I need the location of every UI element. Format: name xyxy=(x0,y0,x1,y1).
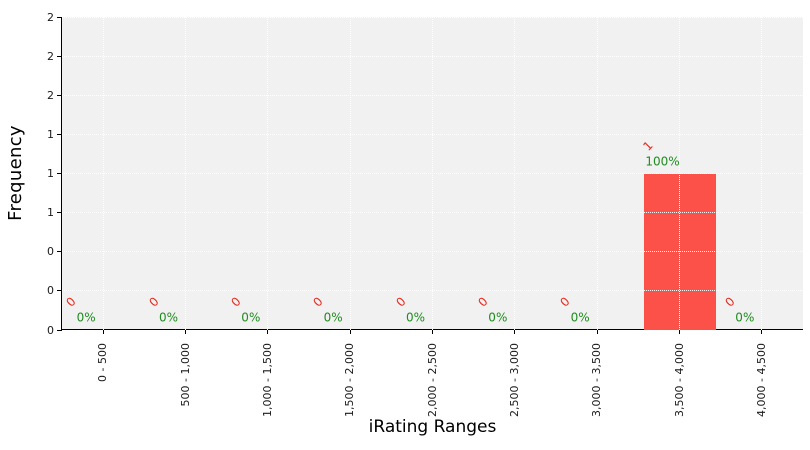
x-tick-label: 0 - 500 xyxy=(96,343,110,382)
gridline-vertical xyxy=(349,17,351,330)
bar-percent-label: 0% xyxy=(241,310,261,325)
x-tickmark xyxy=(514,330,516,334)
gridline-vertical xyxy=(679,17,680,330)
gridline-vertical xyxy=(267,17,269,330)
y-tick-label: 2 xyxy=(47,10,54,24)
y-tick-label: 1 xyxy=(47,167,54,180)
x-tickmark xyxy=(432,330,433,334)
bar-percent-label: 0% xyxy=(158,310,179,325)
x-tick-label: 1,500 - 2,000 xyxy=(343,343,357,417)
bar-percent-label: 0% xyxy=(488,310,508,325)
y-tickmark xyxy=(57,173,61,174)
y-tick-label: 0 xyxy=(47,323,54,337)
y-tickmark xyxy=(57,329,61,331)
y-tick-label: 0 xyxy=(47,245,54,259)
x-tickmark xyxy=(596,330,598,334)
x-tick-label: 3,500 - 4,000 xyxy=(672,343,686,417)
y-tickmark xyxy=(57,16,61,18)
plot-area xyxy=(62,16,803,330)
x-tickmark xyxy=(349,330,351,334)
bar-percent-label: 0% xyxy=(323,310,343,325)
x-tickmark xyxy=(185,330,186,334)
x-tickmark xyxy=(102,330,104,334)
x-tick-label: 2,000 - 2,500 xyxy=(425,343,439,417)
y-tickmark xyxy=(57,212,61,214)
x-tickmark xyxy=(679,330,680,334)
gridline-vertical xyxy=(514,17,516,330)
x-tick-label: 1,000 - 1,500 xyxy=(260,343,274,417)
bar-percent-label: 0% xyxy=(76,310,96,325)
x-tick-label: 2,500 - 3,000 xyxy=(507,343,521,417)
x-tickmark xyxy=(761,330,763,334)
x-tick-label: 4,000 - 4,500 xyxy=(754,343,768,417)
y-axis-spine xyxy=(61,17,62,331)
y-tick-label: 2 xyxy=(47,88,54,102)
y-tick-label: 1 xyxy=(47,127,54,141)
bar-percent-label: 0% xyxy=(570,310,590,325)
gridline-vertical xyxy=(185,17,186,330)
x-axis-label: iRating Ranges xyxy=(368,417,497,437)
y-tickmark xyxy=(57,94,61,96)
bar-percent-label: 0% xyxy=(735,310,755,325)
y-tickmark xyxy=(57,55,61,57)
x-tick-label: 3,000 - 3,500 xyxy=(590,343,604,417)
gridline-vertical xyxy=(596,17,598,330)
y-tickmark xyxy=(57,133,61,135)
gridline-vertical xyxy=(432,17,433,330)
y-tick-label: 0 xyxy=(47,284,54,298)
x-tick-label: 500 - 1,000 xyxy=(178,343,192,407)
y-tickmark xyxy=(57,251,61,253)
bar-percent-label: 100% xyxy=(645,154,680,168)
y-tick-label: 1 xyxy=(47,206,54,220)
y-tick-label: 2 xyxy=(47,49,54,63)
y-tickmark xyxy=(57,290,61,292)
gridline-vertical xyxy=(761,17,763,330)
bar-percent-label: 0% xyxy=(405,310,426,325)
x-tickmark xyxy=(267,330,269,334)
gridline-vertical xyxy=(102,17,104,330)
